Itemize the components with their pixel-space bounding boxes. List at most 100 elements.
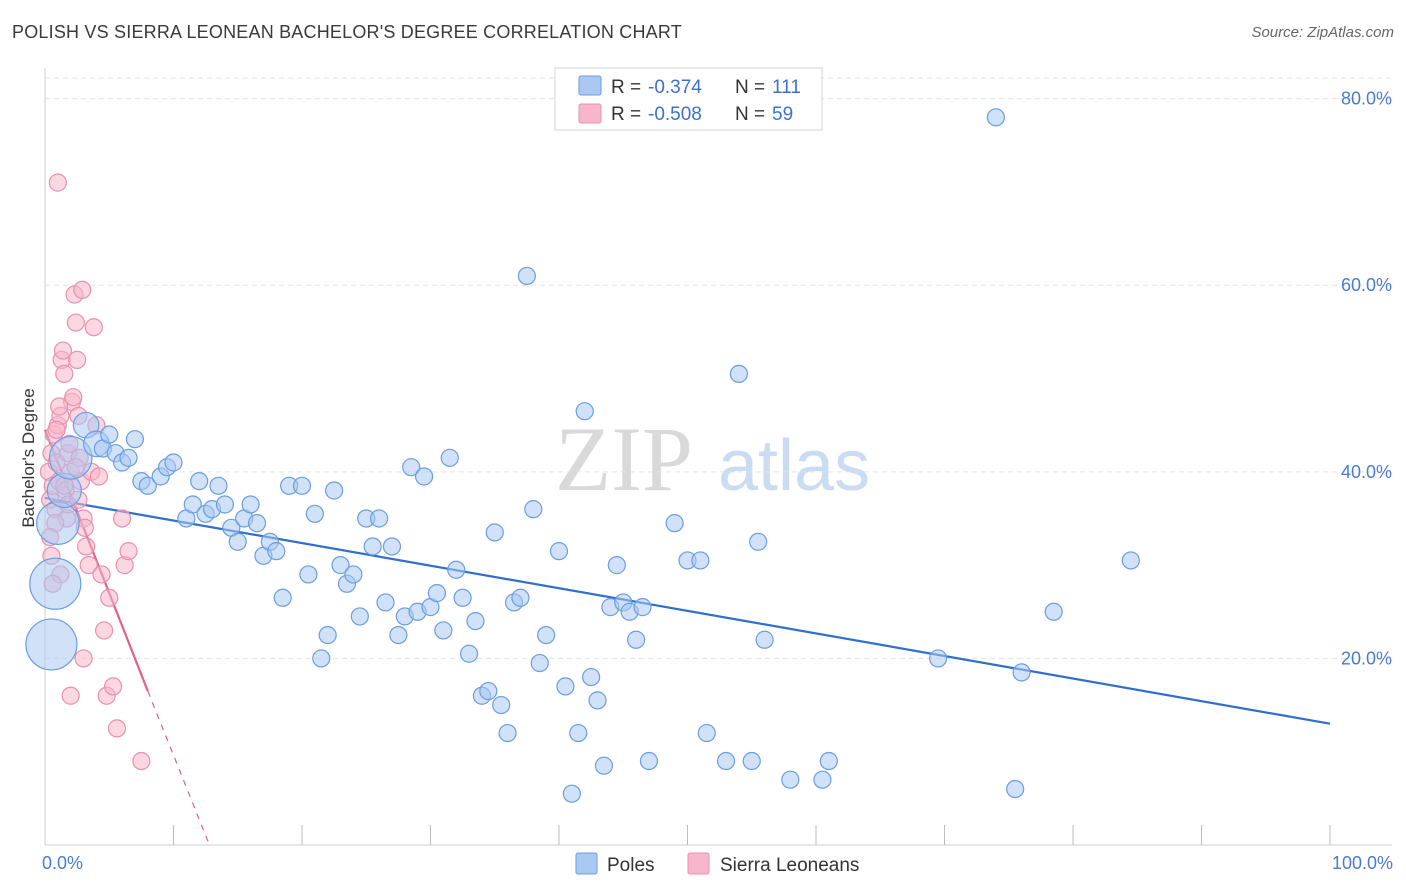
- sierra-point: [89, 467, 109, 486]
- poles-point: [697, 723, 716, 743]
- poles-point: [382, 537, 402, 556]
- poles-point: [325, 481, 344, 500]
- poles-point: [594, 756, 614, 775]
- sierra-r-label: R =: [611, 104, 641, 125]
- sierra-point: [112, 509, 132, 528]
- sierra-point: [84, 318, 103, 337]
- poles-point: [691, 551, 710, 570]
- sierra-point: [48, 173, 67, 192]
- legend-poles-swatch: [575, 852, 598, 875]
- poles-trend-line: [44, 496, 1331, 725]
- sierra-swatch: [578, 103, 602, 124]
- poles-point: [537, 625, 556, 645]
- poles-point: [434, 621, 453, 640]
- poles-point: [633, 598, 652, 617]
- sierra-n-value: 59: [772, 104, 793, 125]
- sierra-trend-extension: [147, 690, 211, 846]
- poles-point: [35, 501, 80, 545]
- poles-point: [569, 723, 588, 743]
- poles-point: [498, 723, 517, 743]
- sierra-point: [50, 397, 69, 416]
- poles-point: [119, 448, 138, 467]
- y-tick-label: 40.0%: [1341, 462, 1392, 482]
- poles-point: [267, 542, 286, 561]
- poles-point: [350, 607, 369, 626]
- poles-point: [247, 514, 267, 533]
- poles-point: [29, 557, 82, 610]
- poles-point: [588, 691, 607, 710]
- poles-point: [292, 476, 312, 495]
- poles-point: [299, 565, 318, 584]
- sierra-point: [77, 537, 96, 556]
- sierra-point: [74, 649, 93, 668]
- poles-point: [440, 448, 459, 467]
- sierra-point: [79, 556, 98, 575]
- poles-point: [582, 667, 601, 687]
- poles-point: [453, 588, 472, 607]
- poles-point: [530, 653, 549, 673]
- poles-point: [25, 618, 78, 671]
- watermark-atlas: atlas: [718, 426, 870, 506]
- poles-n-label: N =: [735, 77, 765, 98]
- grid: [45, 77, 1392, 659]
- poles-point: [819, 751, 838, 771]
- poles-point: [209, 476, 228, 495]
- sierra-point: [92, 565, 111, 584]
- sierra-point: [64, 388, 83, 407]
- series-legend: Poles Sierra Leoneans: [575, 852, 859, 876]
- poles-point: [511, 588, 530, 607]
- poles-point: [575, 402, 594, 421]
- legend-poles-label: Poles: [607, 855, 655, 876]
- sierra-point: [73, 280, 92, 300]
- y-tick-label: 20.0%: [1341, 648, 1392, 668]
- sierra-point: [47, 420, 66, 439]
- poles-point: [389, 625, 408, 645]
- y-tick-label: 80.0%: [1341, 89, 1392, 109]
- sierra-point: [100, 588, 119, 607]
- poles-point: [466, 611, 485, 631]
- poles-point: [370, 509, 389, 528]
- poles-point: [716, 751, 736, 771]
- poles-point: [556, 677, 575, 696]
- poles-point: [813, 770, 832, 789]
- poles-r-value: -0.374: [648, 77, 702, 98]
- poles-point: [485, 523, 504, 542]
- poles-point: [376, 593, 395, 612]
- poles-swatch: [578, 75, 602, 96]
- poles-point: [729, 364, 749, 383]
- poles-point: [125, 430, 145, 449]
- poles-point: [781, 770, 800, 789]
- poles-point: [742, 751, 761, 771]
- poles-point: [639, 751, 659, 771]
- poles-point: [549, 542, 569, 561]
- sierra-point: [104, 677, 123, 696]
- poles-n-value: 111: [772, 77, 801, 98]
- poles-point: [665, 514, 684, 533]
- sierra-point: [68, 350, 87, 369]
- sierra-point: [95, 621, 114, 640]
- poles-point: [562, 784, 581, 803]
- chart-source: Source: ZipAtlas.com: [1251, 24, 1394, 41]
- sierra-point: [53, 341, 73, 360]
- axes: 20.0% 40.0% 60.0% 80.0% 0.0% 100.0%: [42, 68, 1393, 873]
- poles-point: [479, 681, 498, 701]
- poles-r-label: R =: [611, 77, 641, 98]
- poles-point: [1012, 663, 1031, 682]
- sierra-point: [107, 719, 127, 738]
- sierra-r-value: -0.508: [648, 104, 702, 125]
- poles-point: [305, 504, 324, 523]
- poles-point: [138, 476, 157, 495]
- sierra-point: [119, 542, 138, 561]
- poles-point: [755, 630, 774, 649]
- poles-point: [273, 588, 292, 607]
- stats-legend: R = -0.374 N = 111 R = -0.508 N = 59: [554, 67, 823, 131]
- y-axis-title: Bachelor's Degree: [19, 388, 38, 527]
- poles-point: [447, 560, 466, 579]
- poles-point: [318, 625, 337, 645]
- sierra-point: [132, 751, 151, 771]
- y-tick-label: 60.0%: [1341, 275, 1392, 295]
- poles-point: [100, 425, 119, 444]
- poles-point: [1044, 602, 1063, 621]
- poles-point: [190, 472, 209, 491]
